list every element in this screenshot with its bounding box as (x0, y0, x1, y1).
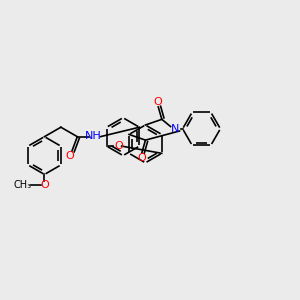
Text: O: O (137, 153, 146, 163)
Text: CH₃: CH₃ (13, 180, 32, 190)
Text: O: O (40, 180, 49, 190)
Text: O: O (65, 151, 74, 161)
Text: O: O (154, 97, 162, 107)
Text: N: N (171, 124, 179, 134)
Text: O: O (114, 141, 123, 151)
Text: NH: NH (85, 130, 102, 141)
